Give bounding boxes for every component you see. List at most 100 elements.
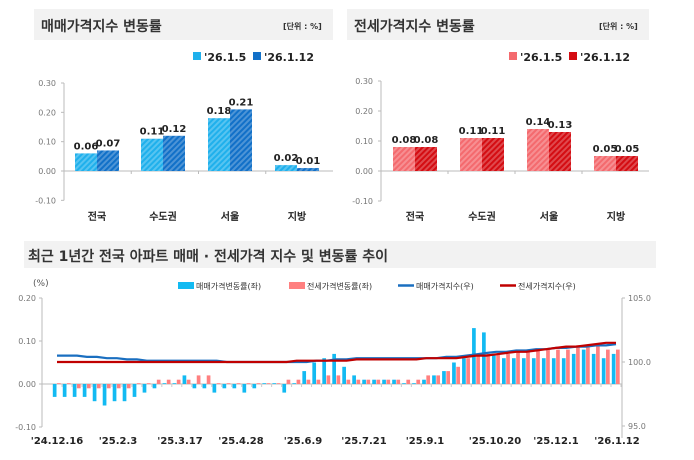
sale-change-bar [232, 384, 237, 389]
sale-bar-hatch [97, 150, 119, 171]
sale-change-bar [302, 371, 307, 384]
jeonse-change-bar [316, 379, 321, 384]
trend-right-tick-label: 100.0 [628, 358, 651, 367]
sale-change-bar [252, 384, 257, 389]
jeonse-y-tick-label: 0.20 [355, 107, 373, 116]
trend-x-tick-label: '25.10.20 [469, 436, 521, 447]
sale-data-label: 0.21 [229, 97, 254, 108]
sale-change-bar [242, 384, 247, 393]
jeonse-data-label: 0.14 [526, 117, 551, 128]
sale-change-bar [392, 379, 396, 384]
sale-bar-hatch [297, 168, 319, 171]
sale-change-bar [511, 358, 516, 384]
sale-change-bar [601, 358, 606, 384]
sale-y-tick-label: 0.30 [38, 79, 56, 88]
jeonse-change-bar [256, 383, 261, 384]
trend-legend-label: 매매가격변동률(좌) [196, 281, 261, 291]
sale-category-label: 지방 [288, 210, 307, 223]
jeonse-change-bar [496, 353, 500, 384]
sale-change-bar [262, 383, 267, 384]
jeonse-change-bar [426, 375, 431, 384]
sale-y-tick-label: 0.00 [38, 167, 56, 176]
sale-change-bar [541, 358, 546, 384]
trend-left-tick-label: 0.00 [18, 380, 36, 389]
sale-change-bar [442, 371, 446, 384]
sale-data-label: 0.02 [274, 153, 299, 164]
sale-bar-hatch [208, 118, 230, 171]
jeonse-change-bar [116, 384, 121, 389]
sale-change-bar [92, 384, 97, 402]
jeonse-change-bar [186, 379, 191, 384]
jeonse-change-bar [356, 379, 361, 384]
sale-change-bar [561, 358, 566, 384]
sale-change-bar [352, 375, 356, 384]
jeonse-change-bar [286, 379, 291, 384]
jeonse-change-bar [196, 375, 201, 384]
jeonse-change-bar [436, 375, 441, 384]
left-axis-unit: (%) [33, 279, 49, 289]
jeonse-category-label: 수도권 [468, 211, 496, 223]
sale-change-bar [172, 383, 177, 384]
sale-change-bar [581, 349, 586, 384]
jeonse-legend-swatch [509, 52, 517, 60]
jeonse-change-bar [616, 349, 620, 384]
jeonse-change-bar [606, 349, 610, 384]
sale-change-bar [112, 384, 117, 402]
sale-bar-hatch [163, 135, 185, 171]
sale-category-label: 서울 [221, 210, 239, 223]
jeonse-y-tick-label: 0.00 [355, 167, 373, 176]
sale-change-bar [342, 366, 346, 384]
jeonse-bar-hatch [527, 129, 549, 171]
jeonse-data-label: 0.05 [615, 144, 640, 155]
jeonse-legend-label: '26.1.5 [520, 51, 562, 64]
jeonse-chart-header [347, 9, 649, 40]
sale-legend-label: '26.1.5 [204, 51, 246, 64]
sale-bar-hatch [75, 153, 97, 171]
sale-change-bar [52, 384, 57, 397]
jeonse-change-bar [376, 379, 381, 384]
jeonse-change-bar [456, 366, 460, 384]
jeonse-change-bar [396, 379, 401, 384]
jeonse-change-bar [476, 353, 480, 384]
sale-legend-label: '26.1.12 [264, 51, 314, 64]
trend-legend-swatch [178, 282, 194, 289]
jeonse-change-bar [336, 375, 341, 384]
jeonse-data-label: 0.11 [459, 126, 484, 137]
trend-x-tick-label: '26.1.12 [594, 436, 639, 447]
trend-legend-label: 전세가격지수(우) [518, 281, 576, 291]
jeonse-index-line [57, 341, 616, 364]
sale-y-tick-label: 0.20 [38, 108, 56, 117]
sale-chart-header [34, 9, 333, 40]
jeonse-change-bar [296, 379, 301, 384]
jeonse-bar-hatch [482, 138, 504, 171]
sale-change-bar [312, 362, 317, 384]
jeonse-change-bar [536, 349, 540, 384]
trend-x-tick-label: '25.4.28 [218, 436, 263, 447]
sale-change-bar [502, 358, 506, 384]
sale-legend-swatch [193, 52, 201, 60]
trend-x-tick-label: '25.12.1 [533, 436, 578, 447]
jeonse-bar-hatch [460, 138, 482, 171]
jeonse-change-bar [596, 345, 600, 384]
jeonse-change-bar [406, 379, 411, 384]
sale-change-bar [531, 358, 536, 384]
trend-x-tick-label: '25.6.9 [284, 436, 323, 447]
sale-data-label: 0.18 [207, 106, 232, 117]
jeonse-change-bar [466, 358, 470, 384]
jeonse-change-bar [266, 383, 271, 384]
jeonse-change-bar [566, 349, 570, 384]
sale-change-bar [571, 353, 576, 384]
jeonse-y-tick-label: 0.10 [355, 137, 373, 146]
jeonse-change-bar [556, 349, 560, 384]
sale-change-bar [432, 375, 436, 384]
sale-y-tick-label: -0.10 [35, 196, 56, 205]
jeonse-data-label: 0.08 [392, 135, 417, 146]
sale-category-label: 수도권 [149, 211, 177, 223]
sale-change-bar [382, 379, 386, 384]
jeonse-chart-unit: [단위 : %] [599, 22, 638, 31]
sale-change-bar [482, 332, 486, 384]
sale-change-bar [132, 384, 137, 397]
jeonse-change-bar [226, 383, 231, 384]
jeonse-bar-hatch [393, 147, 415, 171]
